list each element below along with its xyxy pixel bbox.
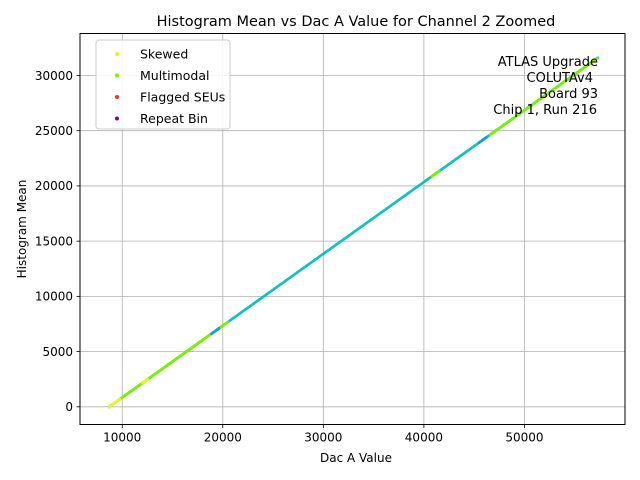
data-point-other	[485, 135, 488, 139]
data-point-skewed	[146, 377, 150, 381]
y-tick-label: 30000	[35, 69, 73, 83]
y-tick-label: 10000	[35, 290, 73, 304]
annotation-line: COLUTAv4	[527, 71, 593, 86]
x-axis-ticks: 10000 20000 30000 40000 50000	[103, 424, 544, 445]
legend-label: Repeat Bin	[140, 111, 208, 126]
data-point-multimodal	[437, 169, 441, 173]
x-tick-label: 40000	[405, 431, 443, 445]
y-tick-label: 20000	[35, 179, 73, 193]
legend-marker	[115, 52, 119, 56]
y-axis-ticks: 0 5000 10000 15000 20000 25000 30000	[35, 69, 80, 414]
y-tick-label: 0	[65, 400, 73, 414]
legend-label: Flagged SEUs	[140, 90, 225, 105]
data-point-other	[217, 327, 221, 330]
legend-marker	[115, 73, 119, 78]
legend-label: Multimodal	[140, 68, 209, 83]
y-tick-label: 5000	[42, 345, 73, 359]
y-tick-label: 15000	[35, 234, 73, 248]
chart-title: Histogram Mean vs Dac A Value for Channe…	[157, 14, 556, 30]
legend-marker	[115, 95, 119, 99]
x-axis-label: Dac A Value	[320, 451, 392, 465]
y-axis-label: Histogram Mean	[15, 180, 29, 279]
plot-frame	[79, 33, 626, 425]
data-points	[107, 56, 600, 409]
data-point-multimodal	[226, 320, 230, 324]
legend: Skewed Multimodal Flagged SEUs Repeat Bin	[95, 39, 231, 130]
data-point-multimodal	[595, 56, 599, 60]
annotation-line: Chip 1, Run 216	[493, 103, 597, 118]
x-tick-label: 10000	[103, 431, 141, 445]
legend-marker	[115, 116, 119, 121]
x-tick-label: 50000	[505, 431, 543, 445]
annotation-line: Board 93	[539, 87, 598, 102]
x-tick-label: 30000	[304, 431, 342, 445]
data-point-skewed	[118, 397, 122, 401]
y-tick-label: 25000	[35, 124, 73, 138]
x-tick-label: 20000	[204, 431, 242, 445]
legend-label: Skewed	[140, 47, 188, 62]
annotation-line: ATLAS Upgrade	[498, 55, 598, 70]
legend-box	[95, 39, 231, 130]
